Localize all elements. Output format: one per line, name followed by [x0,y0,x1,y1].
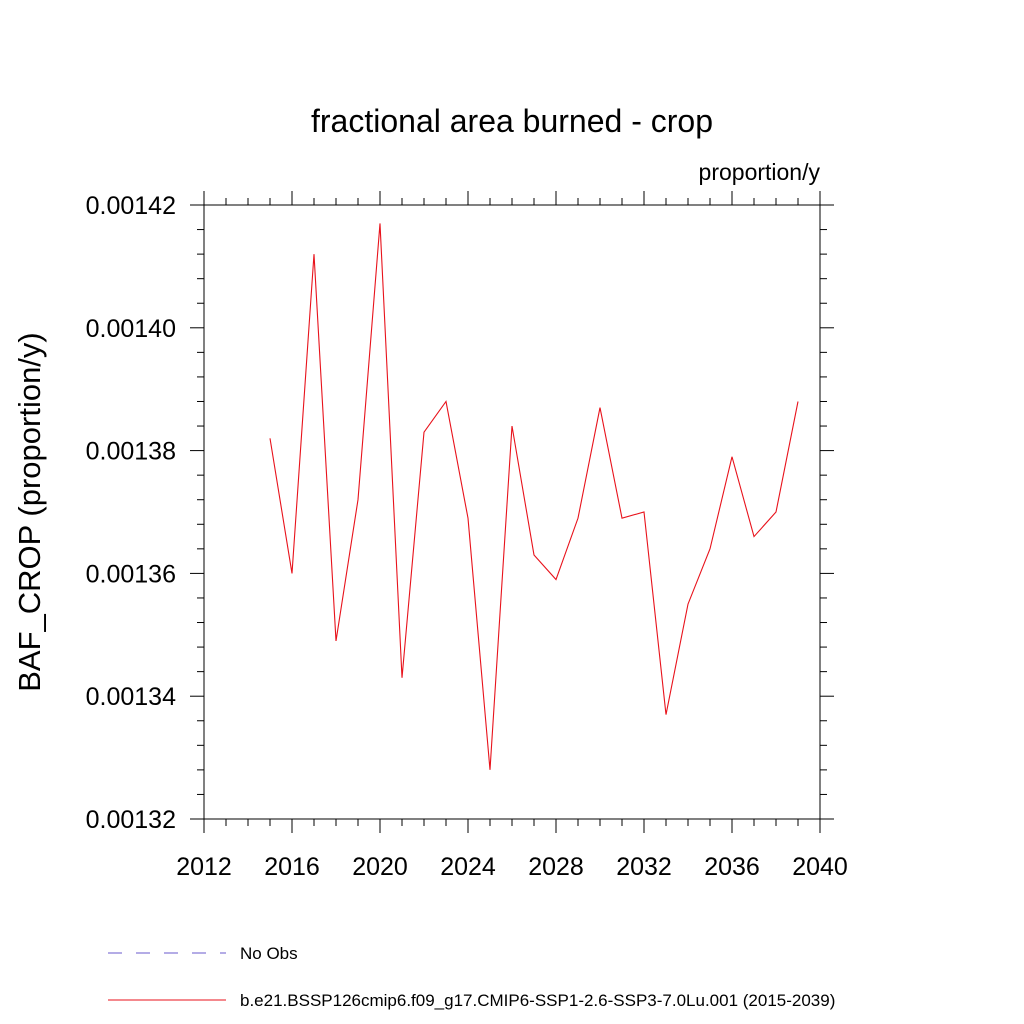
y-tick-label: 0.00132 [86,806,176,834]
ticks: 2012 2016 2020 2024 2028 2032 2036 2040 0.00132 0… [86,191,848,881]
y-tick-label: 0.00138 [86,438,176,466]
y-axis-label: BAF_CROP (proportion/y) [12,332,47,692]
units-label: proportion/y [699,159,821,185]
series-line [269,223,799,770]
legend-label: b.e21.BSSP126cmip6.f09_g17.CMIP6-SSP1-2.… [240,991,835,1010]
y-tick-label: 0.00142 [86,192,176,220]
y-tick-label: 0.00140 [86,315,176,343]
x-tick-label: 2036 [704,853,760,881]
x-tick-label: 2032 [616,853,672,881]
legend-label: No Obs [240,944,298,963]
x-tick-label: 2016 [264,853,320,881]
x-tick-label: 2012 [176,853,232,881]
x-tick-label: 2024 [440,853,496,881]
x-tick-label: 2040 [792,853,848,881]
chart-title: fractional area burned - crop [311,103,713,139]
series-layer [269,223,799,770]
y-tick-label: 0.00134 [86,683,176,711]
y-tick-label: 0.00136 [86,560,176,588]
x-tick-label: 2020 [352,853,408,881]
legend: No Obs b.e21.BSSP126cmip6.f09_g17.CMIP6-S… [108,944,835,1010]
x-tick-label: 2028 [528,853,584,881]
